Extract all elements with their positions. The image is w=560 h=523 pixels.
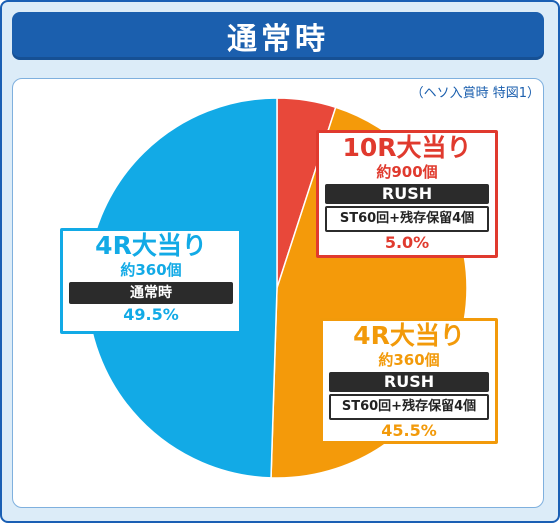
label-detail: ST60回+残存保留4個 — [325, 206, 489, 232]
label-mode: RUSH — [325, 184, 489, 204]
label-count: 約900個 — [376, 163, 438, 181]
chart-note: （ヘソ入賞時 特図1） — [410, 86, 540, 101]
label-detail: ST60回+残存保留4個 — [329, 394, 489, 420]
label-percent: 49.5% — [123, 305, 179, 324]
label-count: 約360個 — [120, 261, 182, 279]
label-percent: 5.0% — [384, 233, 430, 252]
label-mode: 通常時 — [69, 282, 233, 304]
label-title: 10R大当り — [342, 133, 472, 162]
label-box-10r: 10R大当り 約900個 RUSH ST60回+残存保留4個 5.0% — [316, 130, 498, 258]
label-title: 4R大当り — [353, 321, 465, 350]
label-mode: RUSH — [329, 372, 489, 392]
page-title: 通常時 — [12, 12, 544, 60]
label-count: 約360個 — [378, 351, 440, 369]
label-title: 4R大当り — [95, 231, 207, 260]
label-percent: 45.5% — [381, 421, 437, 440]
label-box-4r-normal: 4R大当り 約360個 通常時 49.5% — [60, 228, 242, 334]
label-box-4r-rush: 4R大当り 約360個 RUSH ST60回+残存保留4個 45.5% — [320, 318, 498, 444]
